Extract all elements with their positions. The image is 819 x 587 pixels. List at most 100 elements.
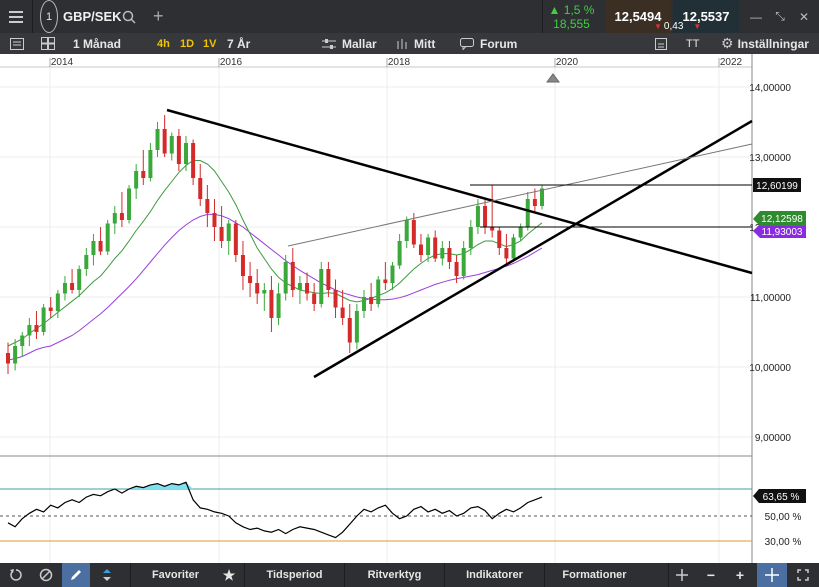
candle-body xyxy=(169,136,174,154)
candle xyxy=(326,262,331,297)
title-bar: 1 GBP/SEK + ▲ 1,5 % 18,555 12,5494 12,55… xyxy=(0,0,819,33)
hide-icon[interactable] xyxy=(34,563,58,587)
candle-body xyxy=(13,346,18,364)
instrument-symbol[interactable]: GBP/SEK xyxy=(63,9,122,24)
settings-button[interactable]: ⚙ Inställningar xyxy=(721,33,809,54)
zoom-out-icon[interactable]: − xyxy=(706,567,716,583)
timeframe-4h[interactable]: 4h xyxy=(157,37,170,50)
measure-button[interactable]: Mitt xyxy=(396,33,435,54)
candle-body xyxy=(290,262,295,290)
panel-icon[interactable] xyxy=(655,33,667,54)
candle xyxy=(319,262,324,308)
favorites-button[interactable]: Favoriter xyxy=(130,563,220,587)
rsi-50-label: 50,00 % xyxy=(765,512,802,523)
candle-body xyxy=(233,223,238,255)
y-tick-labels: 14,0000013,0000012,0000011,0000010,00000… xyxy=(749,83,791,444)
candle xyxy=(276,283,281,325)
candle-body xyxy=(240,255,245,276)
magnet-icon[interactable] xyxy=(93,563,121,587)
move-icon[interactable] xyxy=(668,563,694,587)
close-icon[interactable]: ✕ xyxy=(798,9,810,24)
formations-button[interactable]: Formationer xyxy=(544,563,644,587)
chart-area[interactable]: 2014 2016 2018 2020 2022 14,00000 13,00000 12,… xyxy=(0,54,819,563)
search-icon[interactable] xyxy=(122,0,136,33)
y-tick-label: 9,00000 xyxy=(755,433,792,444)
candle-body xyxy=(426,237,431,255)
now-marker-icon[interactable] xyxy=(546,73,560,83)
up-triangle-icon: ▲ xyxy=(548,2,561,17)
y-tick-label: 13,00000 xyxy=(749,153,791,164)
candle-body xyxy=(219,227,224,241)
candle xyxy=(475,199,480,234)
candle-body xyxy=(454,262,459,276)
ask-price-button[interactable]: 12,5537 xyxy=(673,0,739,33)
downtrend-line[interactable] xyxy=(166,108,753,275)
candle-body xyxy=(297,283,302,290)
text-size-icon[interactable]: TT xyxy=(686,37,700,50)
price-panel[interactable] xyxy=(0,54,752,456)
candle xyxy=(155,122,160,157)
expand-icon[interactable] xyxy=(790,563,816,587)
candle xyxy=(404,216,409,248)
candle-body xyxy=(198,178,203,199)
uptrend-line[interactable] xyxy=(313,119,753,379)
candle-body xyxy=(276,293,281,318)
forum-button[interactable]: Forum xyxy=(460,33,517,54)
candles xyxy=(6,115,544,374)
x-tick-label: 2020 xyxy=(556,57,579,68)
candle-body xyxy=(141,171,146,178)
tab-number-badge[interactable]: 1 xyxy=(40,0,58,33)
collapse-icon[interactable]: ⤡ xyxy=(775,9,785,23)
timeframe-1v[interactable]: 1V xyxy=(203,37,217,50)
add-tab-icon[interactable]: + xyxy=(153,6,164,26)
candle xyxy=(532,188,537,213)
list-icon[interactable] xyxy=(10,33,24,54)
candle-body xyxy=(176,136,181,164)
candle xyxy=(340,290,345,325)
menu-button[interactable] xyxy=(0,0,33,33)
indicators-button[interactable]: Indikatorer xyxy=(444,563,544,587)
timeperiod-button[interactable]: Tidsperiod xyxy=(244,563,344,587)
layout-icon[interactable] xyxy=(41,33,55,54)
zoom-in-icon[interactable]: + xyxy=(735,567,745,583)
candle xyxy=(70,269,75,294)
range-selector[interactable]: 7 År xyxy=(227,36,251,51)
candle xyxy=(248,262,253,297)
hamburger-icon xyxy=(9,10,23,23)
candle xyxy=(112,206,117,234)
pen-tool-icon[interactable] xyxy=(62,563,90,587)
templates-label: Mallar xyxy=(342,36,377,51)
candle xyxy=(440,241,445,266)
candle xyxy=(433,230,438,262)
timeframe-1d[interactable]: 1D xyxy=(180,37,195,50)
gear-icon: ⚙ xyxy=(721,35,734,51)
channel-line[interactable] xyxy=(287,143,753,247)
crosshair-icon[interactable] xyxy=(757,563,787,587)
high-price-label: 12,60199 xyxy=(753,178,801,192)
candle xyxy=(77,265,82,297)
candle xyxy=(191,139,196,185)
draw-tools-button[interactable]: Ritverktyg xyxy=(344,563,444,587)
rsi-panel[interactable]: 63,65 % 50,00 % 30,00 % xyxy=(0,481,806,548)
candle-body xyxy=(6,353,10,364)
candle-body xyxy=(105,223,110,252)
candle xyxy=(212,199,217,241)
x-tick-label: 2016 xyxy=(220,57,243,68)
candle xyxy=(219,206,224,248)
candle xyxy=(198,164,203,206)
candle xyxy=(226,220,231,255)
period-selector[interactable]: 1 Månad xyxy=(73,36,122,51)
star-icon[interactable]: ★ xyxy=(222,566,236,583)
change-percent-value: 1,5 % xyxy=(563,2,595,17)
candle-body xyxy=(41,307,46,332)
candle-body xyxy=(312,293,317,304)
candle-body xyxy=(447,248,452,262)
ma-long-line xyxy=(7,213,543,361)
candle xyxy=(454,255,459,283)
minimize-icon[interactable]: — xyxy=(750,9,762,24)
candle xyxy=(347,304,352,353)
reset-icon[interactable] xyxy=(4,563,28,587)
candle-body xyxy=(397,241,402,266)
templates-button[interactable]: Mallar xyxy=(322,33,377,54)
bid-price-button[interactable]: 12,5494 xyxy=(605,0,671,33)
